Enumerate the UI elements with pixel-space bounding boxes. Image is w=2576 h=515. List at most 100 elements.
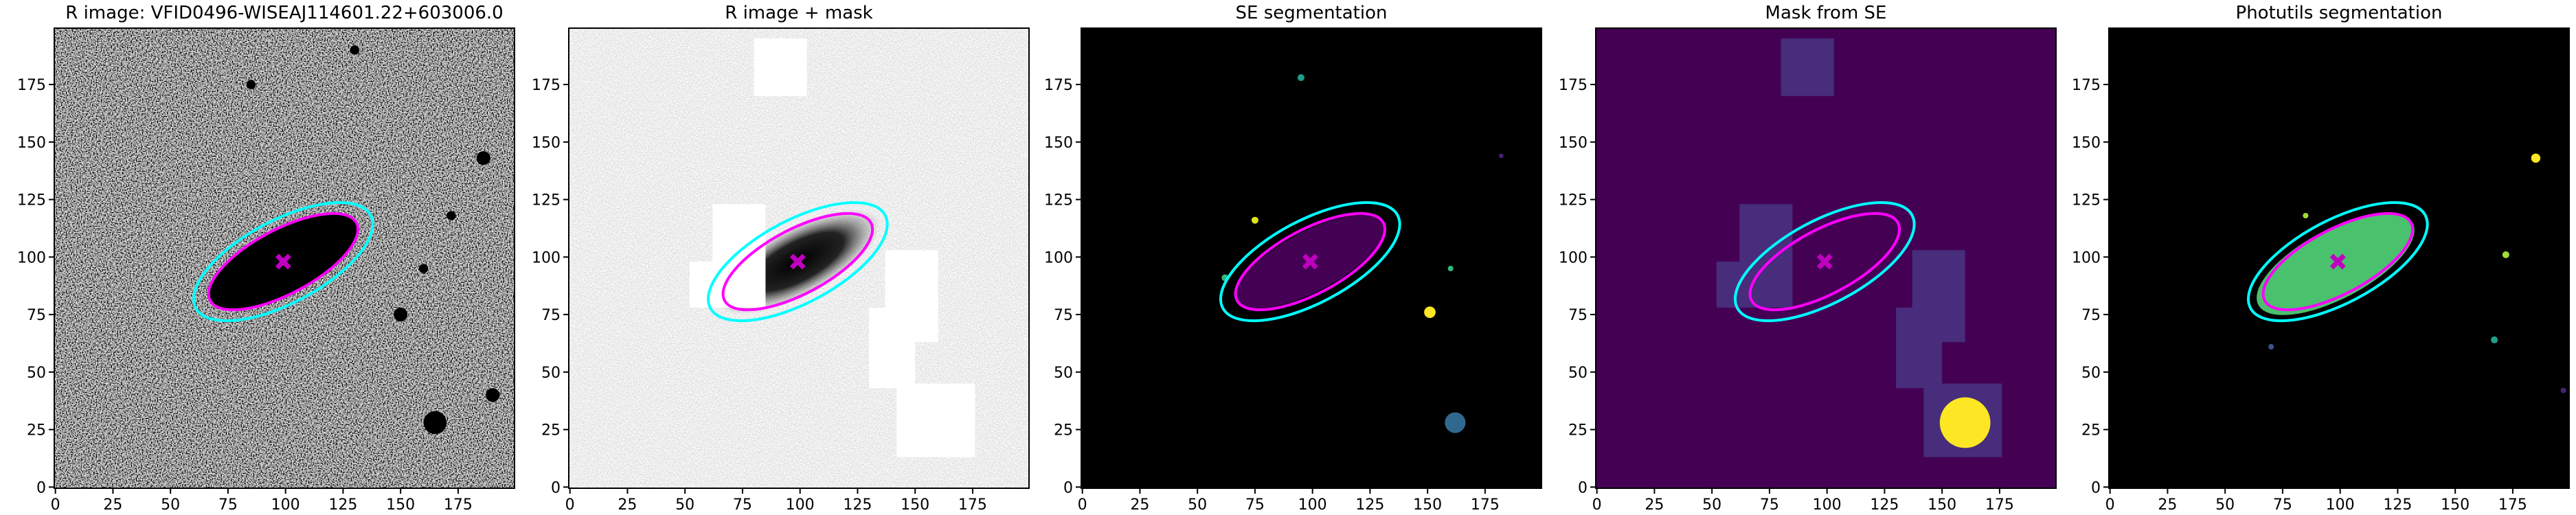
- y-tick-label: 175: [17, 77, 46, 94]
- x-tick-label: 100: [786, 496, 815, 514]
- y-tick-label: 100: [1559, 249, 1588, 266]
- aperture-inner: [1234, 211, 1387, 312]
- center-marker: [1816, 253, 1833, 270]
- panel-title: R image: VFID0496-WISEAJ114601.22+603006…: [65, 3, 503, 23]
- x-tick-label: 125: [1355, 496, 1384, 514]
- y-tick-label: 0: [1063, 479, 1073, 496]
- aperture-outer: [1219, 201, 1401, 323]
- blob: [2502, 251, 2509, 258]
- mask-region: [1781, 38, 1834, 96]
- x-tick-label: 25: [1130, 496, 1149, 514]
- blob: [1499, 153, 1504, 159]
- y-tick-label: 75: [1568, 307, 1588, 324]
- blob: [1447, 266, 1454, 272]
- axes-frame: [568, 27, 1030, 489]
- blob: [2491, 336, 2498, 343]
- panel: Mask from SE 0 25 50 75 100 125 150 175 0 25 50 75 10…: [1559, 3, 2057, 514]
- x-tick-label: 150: [2441, 496, 2470, 514]
- x-tick-label: 150: [1928, 496, 1956, 514]
- x-tick-label: 175: [2498, 496, 2527, 514]
- axes-frame: [54, 27, 515, 489]
- y-tick-label: 0: [551, 479, 561, 496]
- panel-title: Photutils segmentation: [2236, 3, 2443, 23]
- blob: [2560, 387, 2566, 393]
- center-marker: [1302, 253, 1318, 270]
- center-marker: [789, 253, 806, 270]
- x-tick-label: 50: [675, 496, 694, 514]
- x-tick-label: 125: [1870, 496, 1899, 514]
- y-tick-label: 50: [27, 365, 46, 382]
- x-tick-label: 75: [218, 496, 238, 514]
- panel-title: R image + mask: [725, 3, 873, 23]
- x-tick-label: 125: [328, 496, 357, 514]
- aperture-outer: [2247, 201, 2429, 323]
- blob: [2531, 153, 2541, 163]
- image: [2109, 28, 2569, 488]
- axes-frame: [1595, 27, 2057, 489]
- y-tick-label: 25: [1568, 422, 1588, 439]
- blob: [418, 264, 429, 273]
- y-tick-label: 150: [2072, 135, 2101, 152]
- blob: [423, 411, 447, 435]
- x-tick-label: 0: [2105, 496, 2115, 514]
- blob: [1424, 306, 1436, 319]
- aperture-inner: [1748, 211, 1901, 312]
- y-tick-label: 150: [1044, 135, 1073, 152]
- y-tick-label: 175: [532, 77, 561, 94]
- y-tick-label: 75: [27, 307, 46, 324]
- blob: [1445, 412, 1466, 433]
- y-tick-label: 150: [17, 135, 46, 152]
- y-tick-label: 125: [2072, 192, 2101, 209]
- y-tick-label: 0: [1578, 479, 1588, 496]
- x-tick-label: 50: [1188, 496, 1207, 514]
- x-tick-label: 100: [1813, 496, 1842, 514]
- y-tick-label: 100: [532, 249, 561, 266]
- aperture-outer: [1734, 201, 1916, 323]
- y-tick-label: 125: [1044, 192, 1073, 209]
- panel: R image + mask 0 25 50 75 100 125 150 175 0 25 50 75…: [532, 3, 1030, 514]
- panel-title: SE segmentation: [1236, 3, 1388, 23]
- y-tick-label: 175: [2072, 77, 2101, 94]
- y-tick-label: 100: [1044, 249, 1073, 266]
- image: [1081, 28, 1541, 488]
- blob: [246, 80, 256, 89]
- x-tick-label: 75: [733, 496, 752, 514]
- y-tick-label: 75: [541, 307, 561, 324]
- blob: [350, 45, 359, 55]
- mask-region: [869, 308, 916, 389]
- aperture-outer: [192, 201, 374, 323]
- x-tick-label: 25: [1645, 496, 1664, 514]
- y-tick-label: 175: [1044, 77, 1073, 94]
- y-tick-label: 125: [17, 192, 46, 209]
- mask-region: [1896, 308, 1943, 389]
- y-tick-label: 150: [532, 135, 561, 152]
- blob: [476, 151, 490, 165]
- x-tick-label: 75: [1760, 496, 1779, 514]
- y-tick-label: 25: [27, 422, 46, 439]
- blob: [2303, 213, 2309, 219]
- y-tick-label: 125: [1559, 192, 1588, 209]
- panel: R image: VFID0496-WISEAJ114601.22+603006…: [17, 3, 515, 514]
- x-tick-label: 25: [618, 496, 637, 514]
- blob: [447, 211, 456, 220]
- x-tick-label: 150: [386, 496, 415, 514]
- x-tick-label: 25: [103, 496, 122, 514]
- y-tick-label: 100: [2072, 249, 2101, 266]
- y-tick-label: 50: [1054, 365, 1073, 382]
- x-tick-label: 100: [1298, 496, 1327, 514]
- y-tick-label: 75: [2081, 307, 2101, 324]
- x-tick-label: 0: [1592, 496, 1602, 514]
- image: [54, 28, 515, 488]
- panel: Photutils segmentation 0 25 50 75 100 125 150 17…: [2072, 3, 2570, 514]
- x-tick-label: 150: [1413, 496, 1442, 514]
- x-tick-label: 50: [1702, 496, 1721, 514]
- x-tick-label: 175: [958, 496, 987, 514]
- panel-title: Mask from SE: [1765, 3, 1887, 23]
- y-tick-label: 25: [1054, 422, 1073, 439]
- y-tick-label: 75: [1054, 307, 1073, 324]
- mask-region: [754, 38, 807, 96]
- x-tick-label: 50: [2215, 496, 2235, 514]
- x-tick-label: 125: [843, 496, 872, 514]
- x-tick-label: 25: [2158, 496, 2177, 514]
